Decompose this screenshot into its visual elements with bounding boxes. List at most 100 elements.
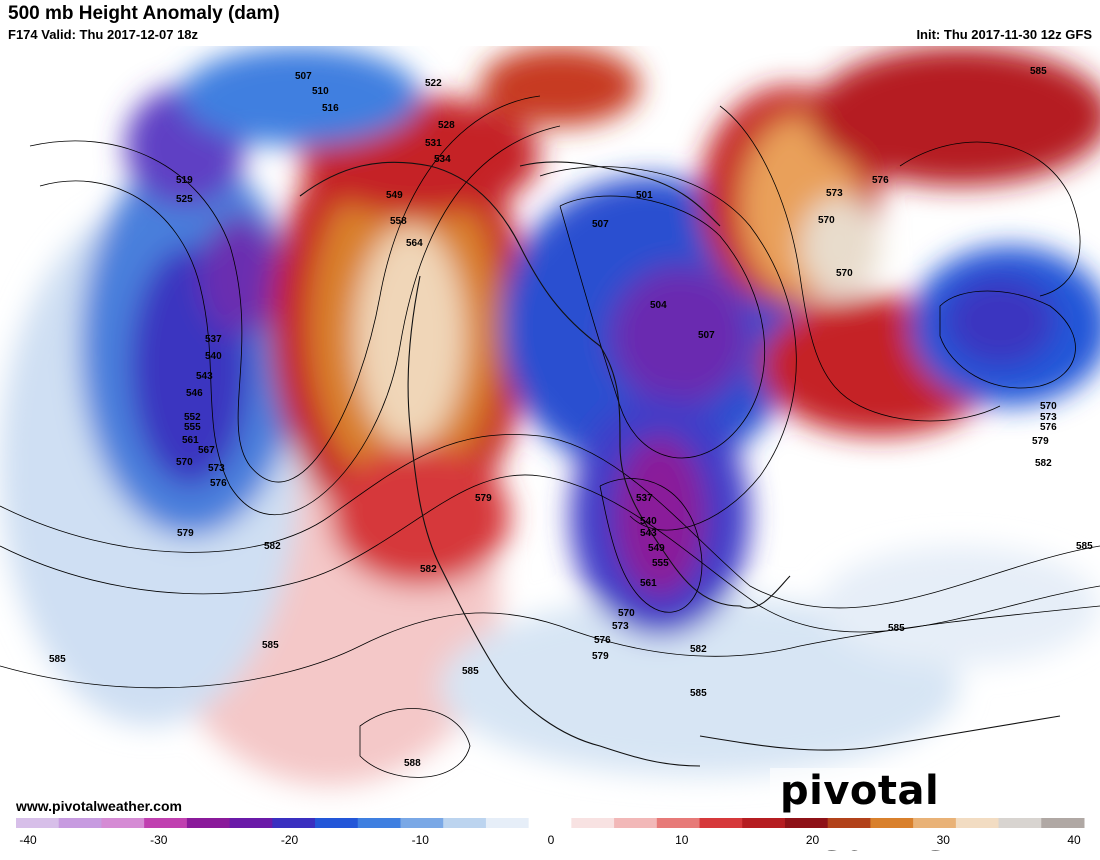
contour-label: 570: [1040, 401, 1057, 412]
coastlines: [299, 161, 1061, 767]
contour-label: 579: [177, 528, 194, 539]
contour-label: 507: [295, 71, 312, 82]
colorbar-swatch: [101, 818, 145, 828]
contour-label: 579: [592, 651, 609, 662]
colorbar-swatch: [443, 818, 487, 828]
contour-label: 582: [690, 644, 707, 655]
colorbar-swatch: [229, 818, 273, 828]
contour-label: 576: [210, 478, 227, 489]
contour-label: 585: [462, 666, 479, 677]
colorbar-tick-label: -20: [281, 833, 299, 847]
contour-label: 564: [406, 238, 423, 249]
contour-label: 561: [640, 578, 657, 589]
colorbar-svg: -40 -30 -20 -10 0 10 20 30 40: [16, 818, 1085, 847]
contour-label: 567: [198, 445, 215, 456]
contour-label: 573: [208, 463, 225, 474]
header: 500 mb Height Anomaly (dam) F174 Valid: …: [0, 0, 1100, 46]
contour-labels: 507 510 516 519 522 525 528 531 534 537 …: [49, 66, 1093, 769]
colorbar-swatch: [614, 818, 658, 828]
contour-label: 555: [652, 558, 669, 569]
contour-label: 504: [650, 300, 667, 311]
contour-label: 582: [420, 564, 437, 575]
contour-label: 543: [640, 528, 657, 539]
contour-label: 510: [312, 86, 329, 97]
contour-label: 549: [648, 543, 665, 554]
valid-time: F174 Valid: Thu 2017-12-07 18z: [8, 27, 199, 42]
contour-label: 519: [176, 175, 193, 186]
contour-label: 501: [636, 190, 653, 201]
contour-label: 516: [322, 103, 339, 114]
colorbar-swatch: [186, 818, 231, 828]
colorbar-swatch: [742, 818, 786, 828]
contour-label: 585: [49, 654, 66, 665]
contour-label: 525: [176, 194, 193, 205]
contour-label: 540: [640, 516, 657, 527]
contour-label: 585: [1030, 66, 1047, 77]
colorbar-swatch: [784, 818, 829, 828]
contour-label: 582: [1035, 458, 1052, 469]
contour-label: 561: [182, 435, 199, 446]
colorbar-tick-label: -10: [412, 833, 430, 847]
map-title: 500 mb Height Anomaly (dam): [8, 3, 280, 24]
contour-label: 576: [594, 635, 611, 646]
colorbar-tick-label: 20: [806, 833, 820, 847]
contour-label: 507: [592, 219, 609, 230]
contour-label: 570: [818, 215, 835, 226]
contour-label: 585: [690, 688, 707, 699]
contour-label: 531: [425, 138, 442, 149]
contour-label: 573: [826, 188, 843, 199]
colorbar-swatch: [485, 818, 530, 828]
contour-label: 585: [262, 640, 279, 651]
init-time: Init: Thu 2017-11-30 12z GFS: [916, 27, 1092, 42]
contour-label: 570: [618, 608, 635, 619]
contour-label: 573: [612, 621, 629, 632]
contour-label: 534: [434, 154, 451, 165]
contour-label: 528: [438, 120, 455, 131]
contour-label: 576: [1040, 422, 1057, 433]
colorbar-tick-label: 40: [1067, 833, 1081, 847]
site-url[interactable]: www.pivotalweather.com: [16, 798, 182, 814]
contour-label: 558: [390, 216, 407, 227]
colorbar-ticks: -40 -30 -20 -10 0 10 20 30 40: [19, 833, 1081, 847]
contour-label: 585: [888, 623, 905, 634]
colorbar-swatch: [144, 818, 188, 828]
contour-label: 546: [186, 388, 203, 399]
colorbar-swatch: [16, 818, 60, 828]
contour-label: 540: [205, 351, 222, 362]
colorbar-swatch: [272, 818, 316, 828]
contour-label: 576: [872, 175, 889, 186]
contour-label: 552: [184, 412, 201, 423]
colorbar-swatch: [656, 818, 701, 828]
colorbar-tick-label: 10: [675, 833, 689, 847]
colorbar-swatch: [955, 818, 1000, 828]
colorbar-swatch: [357, 818, 401, 828]
contour-label: 555: [184, 422, 201, 433]
colorbar-swatches: [16, 818, 1085, 828]
colorbar-swatch: [528, 818, 572, 828]
contour-label: 582: [264, 541, 281, 552]
contour-label: 573: [1040, 412, 1057, 423]
height-contours: [0, 95, 1100, 778]
contour-label: 543: [196, 371, 213, 382]
contour-label: 579: [475, 493, 492, 504]
contour-label: 570: [176, 457, 193, 468]
contour-label: 588: [404, 758, 421, 769]
colorbar: -40 -30 -20 -10 0 10 20 30 40: [0, 818, 1100, 850]
contour-label: 570: [836, 268, 853, 279]
contour-label: 537: [636, 493, 653, 504]
contour-label: 585: [1076, 541, 1093, 552]
colorbar-swatch: [870, 818, 914, 828]
colorbar-swatch: [699, 818, 743, 828]
colorbar-tick-label: -40: [19, 833, 37, 847]
contour-label: 522: [425, 78, 442, 89]
colorbar-tick-label: 30: [937, 833, 951, 847]
colorbar-swatch: [913, 818, 957, 828]
colorbar-tick-label: -30: [150, 833, 168, 847]
contour-label: 579: [1032, 436, 1049, 447]
contour-label: 537: [205, 334, 222, 345]
colorbar-swatch: [827, 818, 871, 828]
colorbar-swatch: [998, 818, 1042, 828]
colorbar-swatch: [1041, 818, 1085, 828]
colorbar-swatch: [315, 818, 359, 828]
contour-label: 507: [698, 330, 715, 341]
